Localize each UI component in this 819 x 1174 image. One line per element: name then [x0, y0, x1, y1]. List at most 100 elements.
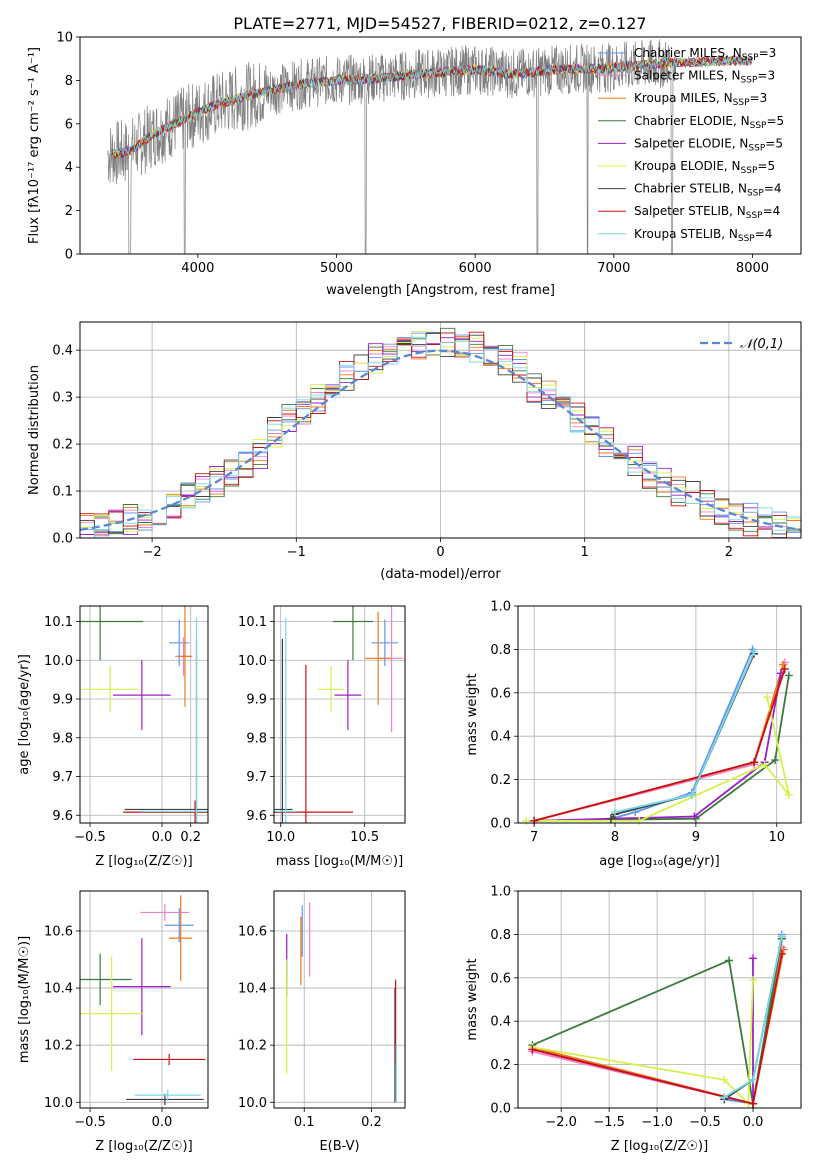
spectrum-axes: [76, 36, 753, 258]
weight_vs_Z-marker: [749, 1099, 758, 1108]
weight_vs_age-marker: [780, 664, 789, 673]
weight_vs_Z-marker: [777, 932, 786, 941]
weight_vs_Z-marker: [779, 945, 788, 954]
y-tick-label: 0.4: [490, 1015, 511, 1030]
observed-spectrum: [107, 39, 677, 254]
x-tick-label: 0.0: [743, 1115, 764, 1130]
mass_vs_Z-frame: [79, 890, 209, 1109]
gaussian-legend-label: 𝒩(0,1): [740, 337, 783, 352]
y-tick-label: 0.0: [490, 817, 511, 832]
y-tick-label: 0.1: [52, 485, 73, 500]
x-tick-label: 7000: [597, 261, 630, 276]
weight_vs_Z-marker: [749, 1075, 758, 1084]
weight_vs_age-series-1: [533, 662, 786, 822]
x-tick-label: 7: [530, 830, 538, 845]
legend-label-4: Salpeter ELODIE, NSSP=5: [634, 136, 783, 153]
x-tick-label: 2: [725, 545, 733, 560]
x-tick-label: 10: [768, 830, 785, 845]
x-tick-label: 8000: [736, 261, 769, 276]
weight_vs_age-marker: [687, 790, 696, 799]
legend-nssp: =5: [765, 136, 783, 150]
weight_vs_Z-marker: [528, 1045, 537, 1054]
weight_vs_Z-ylabel: mass weight: [465, 958, 480, 1040]
y-tick-label: 9.9: [246, 693, 267, 708]
weight_vs_age-marker: [784, 790, 793, 799]
age_vs_Z-ylabel: age [log₁₀(age/yr)]: [17, 654, 32, 775]
y-tick-label: 2: [65, 204, 73, 219]
spectrum-xlabel: wavelength [Angstrom, rest frame]: [326, 283, 555, 298]
weight_vs_age-frame: [517, 605, 802, 824]
y-tick-label: 10.6: [44, 924, 73, 939]
x-tick-label: 0.0: [152, 830, 173, 845]
x-tick-label: 10.0: [266, 830, 295, 845]
y-tick-label: 0: [65, 248, 73, 263]
y-tick-label: 0.4: [52, 344, 73, 359]
x-tick-label: 10.5: [350, 830, 379, 845]
x-tick-label: 0.1: [294, 1115, 315, 1130]
weight_vs_Z-series-3: [532, 938, 783, 1104]
y-tick-label: 0.6: [490, 686, 511, 701]
gaussian-curve: [79, 349, 802, 531]
mass_vs_EBV-frame: [273, 890, 406, 1109]
weight_vs_Z-marker: [720, 1075, 729, 1084]
y-tick-label: 10.0: [238, 1096, 267, 1111]
x-tick-label: 5000: [320, 261, 353, 276]
legend-nssp: =5: [757, 159, 775, 173]
x-tick-label: −1.0: [641, 1115, 673, 1130]
legend-sub: SSP: [741, 76, 758, 86]
legend-nssp: =4: [763, 204, 781, 218]
age_vs_mass-axes: [270, 606, 405, 827]
mass_vs_Z-xlabel: Z [log₁₀(Z/Z☉)]: [95, 1139, 192, 1154]
weight_vs_Z-marker: [725, 956, 734, 965]
x-tick-label: −0.5: [74, 830, 106, 845]
y-tick-label: 0.2: [52, 438, 73, 453]
y-tick-label: 1.0: [490, 885, 511, 900]
y-tick-label: 10.4: [238, 982, 267, 997]
y-tick-label: 0.6: [490, 971, 511, 986]
legend-nssp: =4: [755, 227, 773, 241]
weight_vs_Z-xlabel: Z [log₁₀(Z/Z☉)]: [611, 1139, 708, 1154]
x-tick-label: 0.0: [152, 1115, 173, 1130]
weight_vs_age-marker: [750, 758, 759, 767]
y-tick-label: 0.2: [490, 1058, 511, 1073]
y-tick-label: 10.6: [238, 924, 267, 939]
weight_vs_age-series-8: [614, 651, 755, 813]
weight_vs_Z-marker: [749, 954, 758, 963]
weight_vs_age-series-4: [534, 673, 782, 822]
y-tick-label: 10.0: [44, 654, 73, 669]
legend-label-5: Kroupa ELODIE, NSSP=5: [634, 159, 775, 176]
weight_vs_Z-frame: [517, 890, 802, 1109]
weight_vs_age-marker: [784, 671, 793, 680]
y-tick-label: 10.0: [44, 1096, 73, 1111]
age_vs_Z-xlabel: Z [log₁₀(Z/Z☉)]: [95, 854, 192, 869]
x-tick-label: 9: [692, 830, 700, 845]
x-tick-label: −0.5: [689, 1115, 721, 1130]
x-tick-label: −1.5: [593, 1115, 625, 1130]
figure-title: PLATE=2771, MJD=54527, FIBERID=0212, z=0…: [233, 14, 646, 33]
y-tick-label: 6: [65, 117, 73, 132]
weight_vs_age-series-3: [534, 675, 790, 822]
y-tick-label: 10.0: [238, 654, 267, 669]
age_vs_Z-frame: [79, 605, 209, 824]
y-tick-label: 10: [56, 31, 73, 46]
legend-nssp: =3: [757, 69, 775, 83]
x-tick-label: 0: [436, 545, 444, 560]
y-tick-label: 0.3: [52, 391, 73, 406]
x-tick-label: −1: [287, 545, 306, 560]
weight_vs_Z-marker: [720, 1093, 729, 1102]
spectrum-frame: [79, 36, 802, 255]
weight_vs_age-marker: [530, 816, 539, 825]
weight_vs_age-marker: [611, 808, 620, 817]
y-tick-label: 9.7: [52, 770, 73, 785]
weight_vs_age-series-2: [533, 664, 785, 822]
y-tick-label: 10.1: [238, 615, 267, 630]
y-tick-label: 10.1: [44, 615, 73, 630]
y-tick-label: 0.8: [490, 643, 511, 658]
residuals-frame: [79, 321, 802, 539]
residuals-ylabel: Normed distribution: [27, 365, 42, 495]
legend-sub: SSP: [741, 166, 758, 176]
y-tick-label: 0.2: [490, 773, 511, 788]
y-tick-label: 1.0: [490, 600, 511, 615]
mass_vs_EBV-axes: [270, 891, 405, 1112]
y-tick-label: 0.0: [52, 532, 73, 547]
